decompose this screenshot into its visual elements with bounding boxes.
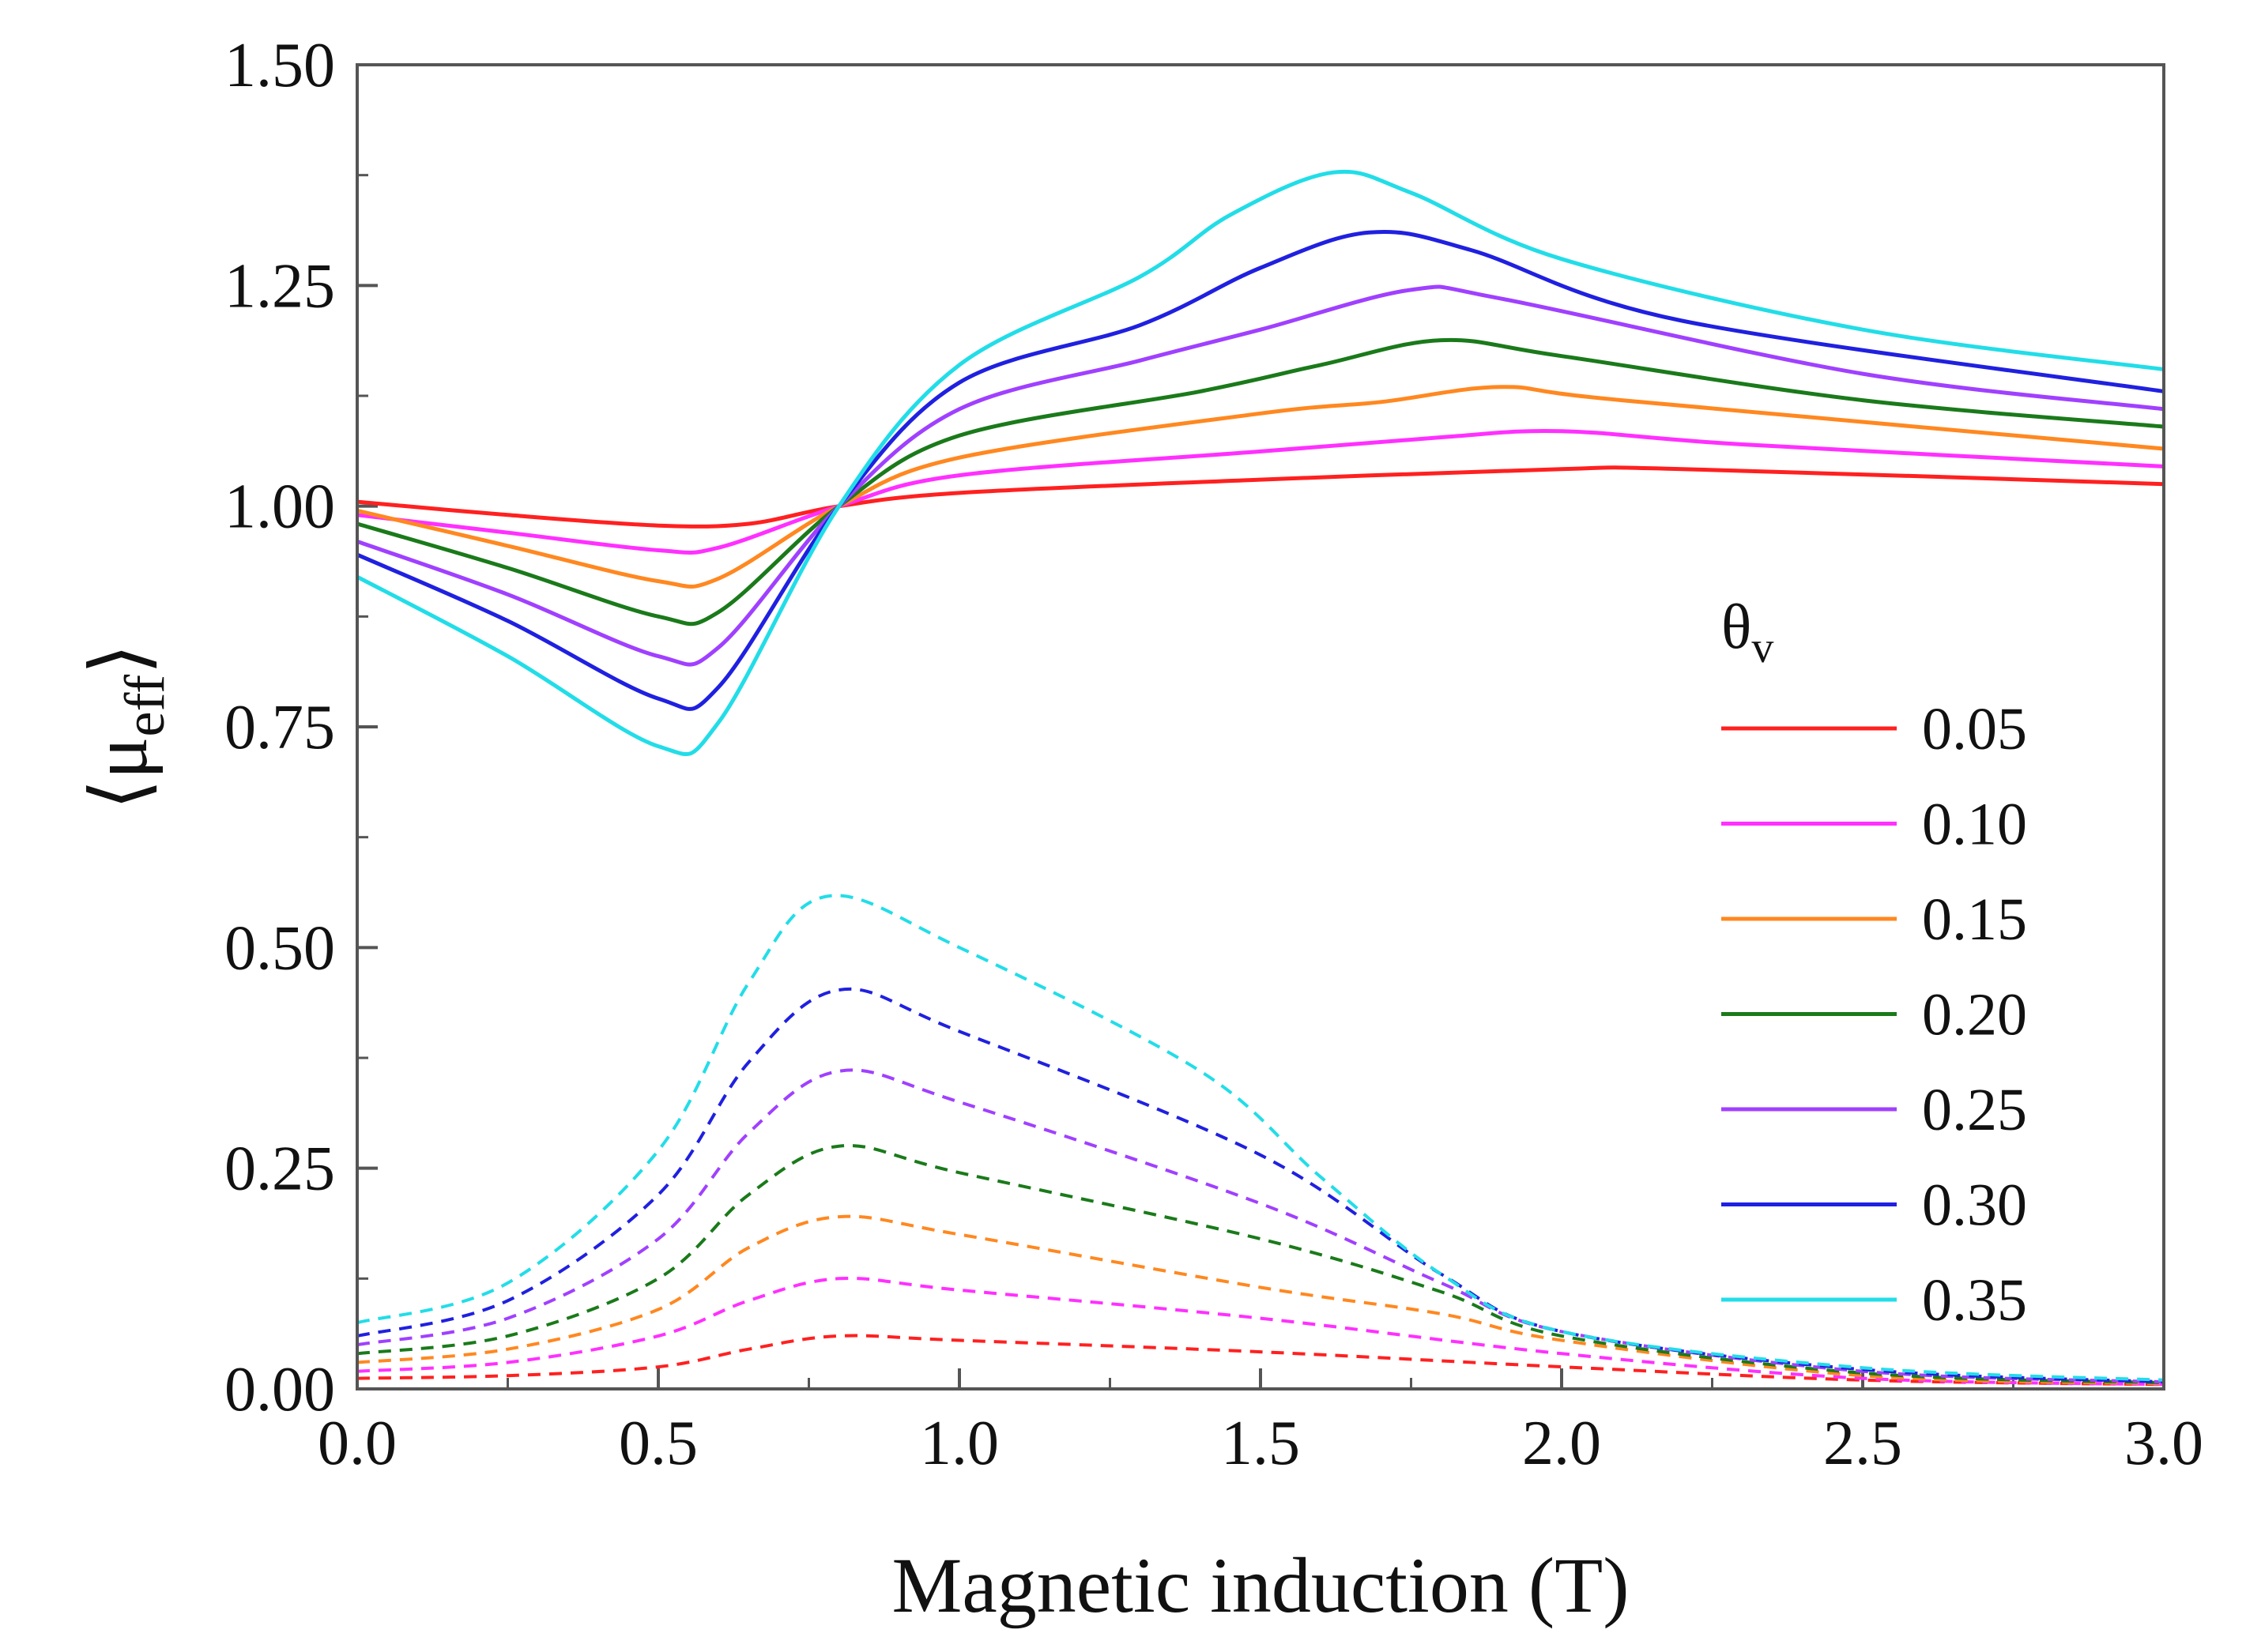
y-axis-title-close: ⟩ (76, 644, 164, 675)
y-tick-label: 0.00 (224, 1355, 335, 1424)
x-tick-label: 3.0 (2124, 1409, 2203, 1478)
x-tick-label: 2.5 (1823, 1409, 1902, 1478)
y-tick-label: 1.25 (224, 251, 335, 321)
x-tick-label: 1.0 (920, 1409, 999, 1478)
series-line-dashed-0.20 (356, 1144, 2165, 1385)
y-tick-label: 1.50 (224, 31, 335, 100)
series-line-solid-0.25 (356, 284, 2165, 667)
legend-label-0.05: 0.05 (1922, 696, 2027, 762)
legend-label-0.35: 0.35 (1922, 1267, 2027, 1334)
series-line-dashed-0.05 (356, 1334, 2165, 1387)
legend-items: 0.05 0.10 0.15 0.20 0.25 0.30 0.35 (1721, 696, 2027, 1334)
series-layer (356, 169, 2165, 1387)
legend-title: θv (1721, 593, 1773, 672)
x-tick-label: 0.5 (619, 1409, 698, 1478)
series-line-dashed-0.35 (356, 894, 2165, 1382)
series-line-solid-0.15 (356, 385, 2165, 589)
series-line-dashed-0.25 (356, 1068, 2165, 1384)
series-line-dashed-0.30 (356, 988, 2165, 1384)
legend-label-0.30: 0.30 (1922, 1172, 2027, 1239)
x-tick-label: 0.0 (318, 1409, 397, 1478)
series-line-dashed-0.10 (356, 1276, 2165, 1387)
series-line-solid-0.05 (356, 465, 2165, 529)
y-axis-title-base: ⟨μ (76, 736, 164, 810)
y-tick-label: 0.50 (224, 913, 335, 983)
series-line-solid-0.30 (356, 229, 2165, 711)
y-axis-title-subscript: eff (113, 675, 176, 737)
series-line-solid-0.20 (356, 337, 2165, 627)
series-line-solid-0.10 (356, 428, 2165, 555)
y-tick-label: 1.00 (224, 472, 335, 542)
legend-label-0.25: 0.25 (1922, 1077, 2027, 1143)
y-tick-label: 0.75 (224, 693, 335, 762)
x-tick-label: 1.5 (1221, 1409, 1300, 1478)
legend-label-0.15: 0.15 (1922, 886, 2027, 953)
legend-title-subscript: v (1751, 623, 1773, 672)
plot-frame (356, 63, 2165, 1390)
legend-label-0.20: 0.20 (1922, 982, 2027, 1048)
tick-labels-layer: 0.0 0.5 1.0 1.5 2.0 2.5 3.0 0.00 0.25 0.50 0.75 1.0… (224, 31, 2203, 1478)
x-axis-title: Magnetic induction (T) (891, 1541, 1629, 1629)
legend-label-0.10: 0.10 (1922, 792, 2027, 858)
y-axis-title: ⟨μeff⟩ (76, 644, 176, 810)
legend-title-base: θ (1721, 593, 1751, 662)
y-tick-label: 0.25 (224, 1135, 335, 1204)
series-line-dashed-0.15 (356, 1214, 2165, 1386)
x-tick-label: 2.0 (1522, 1409, 1601, 1478)
legend: θv 0.05 0.10 0.15 0.20 0.25 0.30 0.35 (1721, 593, 2027, 1334)
series-line-solid-0.35 (356, 169, 2165, 756)
